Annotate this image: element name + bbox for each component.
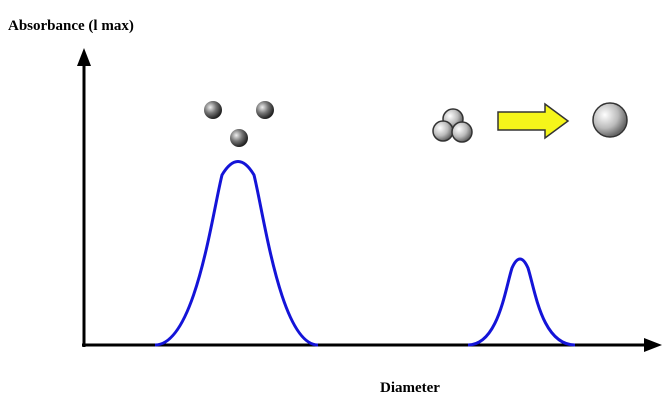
x-axis-label: Diameter xyxy=(380,380,440,396)
particle-cluster xyxy=(432,108,473,143)
y-axis-label: Absorbance (l max) xyxy=(8,18,134,34)
peak-large-particles xyxy=(467,257,576,347)
axes xyxy=(77,48,662,352)
transition-arrow xyxy=(497,102,570,140)
peak-small-particles xyxy=(154,160,319,347)
small-particles xyxy=(204,101,274,147)
large-particle xyxy=(592,102,628,138)
